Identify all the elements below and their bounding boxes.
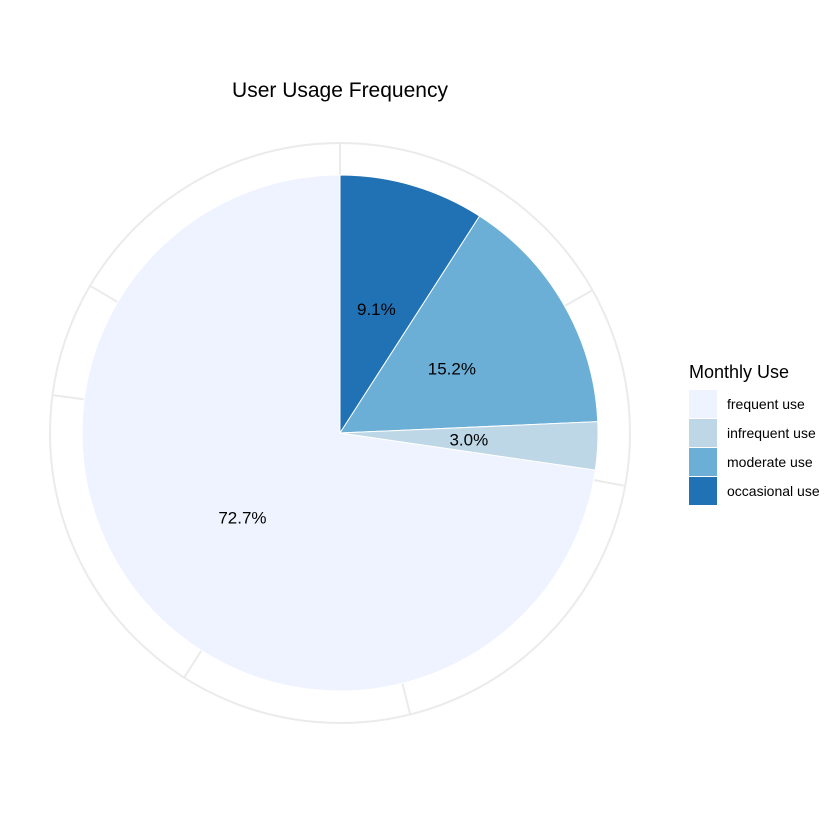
legend-label-occasional-use: occasional use (727, 483, 820, 499)
polar-grid (49, 142, 631, 724)
grid-tick (593, 479, 626, 487)
grid-tick (89, 284, 119, 303)
pie-slice-occasional-use (339, 174, 481, 435)
chart-title: User Usage Frequency (232, 79, 448, 102)
grid-tick (401, 683, 412, 715)
pie-slice-frequent-use (81, 174, 596, 692)
slice-label-frequent-use: 72.7% (218, 508, 266, 527)
legend-label-moderate-use: moderate use (727, 454, 813, 470)
legend-swatch-moderate-use (689, 448, 717, 476)
slice-labels: 9.1% 15.2% 3.0% 72.7% (218, 300, 488, 527)
legend-swatch-infrequent-use (689, 419, 717, 447)
slice-label-infrequent-use: 3.0% (449, 430, 488, 449)
grid-tick (52, 394, 85, 401)
slice-label-occasional-use: 9.1% (357, 300, 396, 319)
slice-label-moderate-use: 15.2% (428, 360, 476, 379)
grid-tick (564, 289, 593, 307)
pie-slices (81, 174, 599, 692)
legend-label-frequent-use: frequent use (727, 396, 805, 412)
legend-label-infrequent-use: infrequent use (727, 425, 816, 441)
pie-slice-moderate-use (339, 215, 599, 434)
legend: Monthly Use frequent use infrequent use mo… (689, 362, 820, 505)
legend-swatch-frequent-use (689, 390, 717, 418)
grid-tick (183, 650, 203, 679)
legend-swatch-occasional-use (689, 477, 717, 505)
legend-title: Monthly Use (689, 362, 789, 382)
